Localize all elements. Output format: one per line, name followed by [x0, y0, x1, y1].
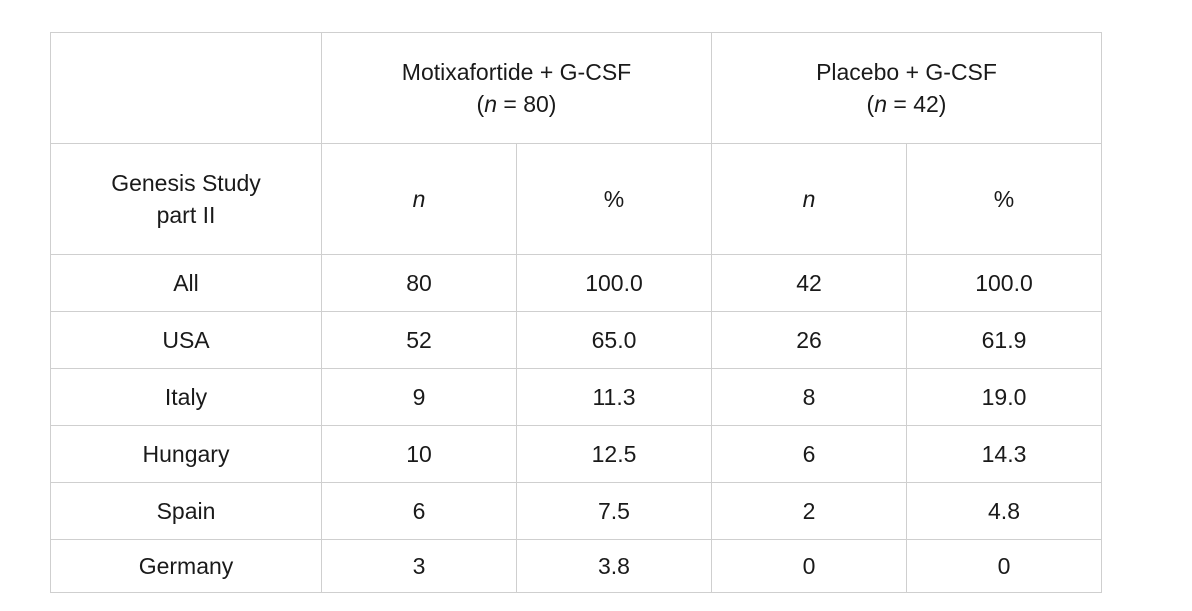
table-row: Italy 9 11.3 8 19.0 — [50, 368, 1103, 426]
sample-size-value: = 42) — [887, 91, 947, 117]
cell-value: 11.3 — [516, 368, 712, 426]
row-label: Germany — [50, 539, 322, 593]
row-label: Italy — [50, 368, 322, 426]
cell-value: 12.5 — [516, 425, 712, 483]
table-row: All 80 100.0 42 100.0 — [50, 254, 1103, 312]
row-header-line2: part II — [156, 202, 216, 228]
subheader-percent: % — [516, 143, 712, 255]
row-label: Spain — [50, 482, 322, 540]
cell-value: 61.9 — [905, 311, 1103, 369]
enrollment-by-country-table: Motixafortide + G-CSF (n = 80) Placebo +… — [50, 32, 1103, 593]
cell-value: 100.0 — [905, 254, 1103, 312]
sample-size-value: = 80) — [497, 91, 557, 117]
group-sample-size: (n = 42) — [866, 91, 947, 117]
cell-value: 6 — [321, 482, 517, 540]
table-row: USA 52 65.0 26 61.9 — [50, 311, 1103, 369]
cell-value: 7.5 — [516, 482, 712, 540]
group-header-placebo: Placebo + G-CSF (n = 42) — [710, 32, 1103, 144]
row-header-label: Genesis Study part II — [50, 143, 322, 255]
cell-value: 0 — [905, 539, 1103, 593]
subheader-row: Genesis Study part II n % n % — [50, 143, 1103, 255]
cell-value: 9 — [321, 368, 517, 426]
row-label: All — [50, 254, 322, 312]
cell-value: 26 — [711, 311, 907, 369]
row-label: USA — [50, 311, 322, 369]
n-symbol: n — [874, 91, 887, 117]
subheader-n: n — [711, 143, 907, 255]
cell-value: 100.0 — [516, 254, 712, 312]
cell-value: 2 — [711, 482, 907, 540]
group-sample-size: (n = 80) — [476, 91, 557, 117]
cell-value: 8 — [711, 368, 907, 426]
subheader-n: n — [321, 143, 517, 255]
cell-value: 3.8 — [516, 539, 712, 593]
cell-value: 0 — [711, 539, 907, 593]
table-row: Hungary 10 12.5 6 14.3 — [50, 425, 1103, 483]
cell-value: 80 — [321, 254, 517, 312]
cell-value: 65.0 — [516, 311, 712, 369]
table-row: Spain 6 7.5 2 4.8 — [50, 482, 1103, 540]
cell-value: 14.3 — [905, 425, 1103, 483]
cell-value: 10 — [321, 425, 517, 483]
row-header-line1: Genesis Study — [111, 170, 261, 196]
group-title: Placebo + G-CSF — [816, 59, 997, 85]
table-row: Germany 3 3.8 0 0 — [50, 539, 1103, 593]
group-header-motixafortide: Motixafortide + G-CSF (n = 80) — [321, 32, 712, 144]
subheader-percent: % — [905, 143, 1103, 255]
row-label: Hungary — [50, 425, 322, 483]
cell-value: 19.0 — [905, 368, 1103, 426]
empty-corner-cell — [50, 32, 322, 144]
cell-value: 4.8 — [905, 482, 1103, 540]
cell-value: 42 — [711, 254, 907, 312]
n-symbol: n — [484, 91, 497, 117]
group-title: Motixafortide + G-CSF — [401, 59, 632, 85]
group-header-row: Motixafortide + G-CSF (n = 80) Placebo +… — [50, 32, 1103, 144]
cell-value: 3 — [321, 539, 517, 593]
cell-value: 6 — [711, 425, 907, 483]
cell-value: 52 — [321, 311, 517, 369]
